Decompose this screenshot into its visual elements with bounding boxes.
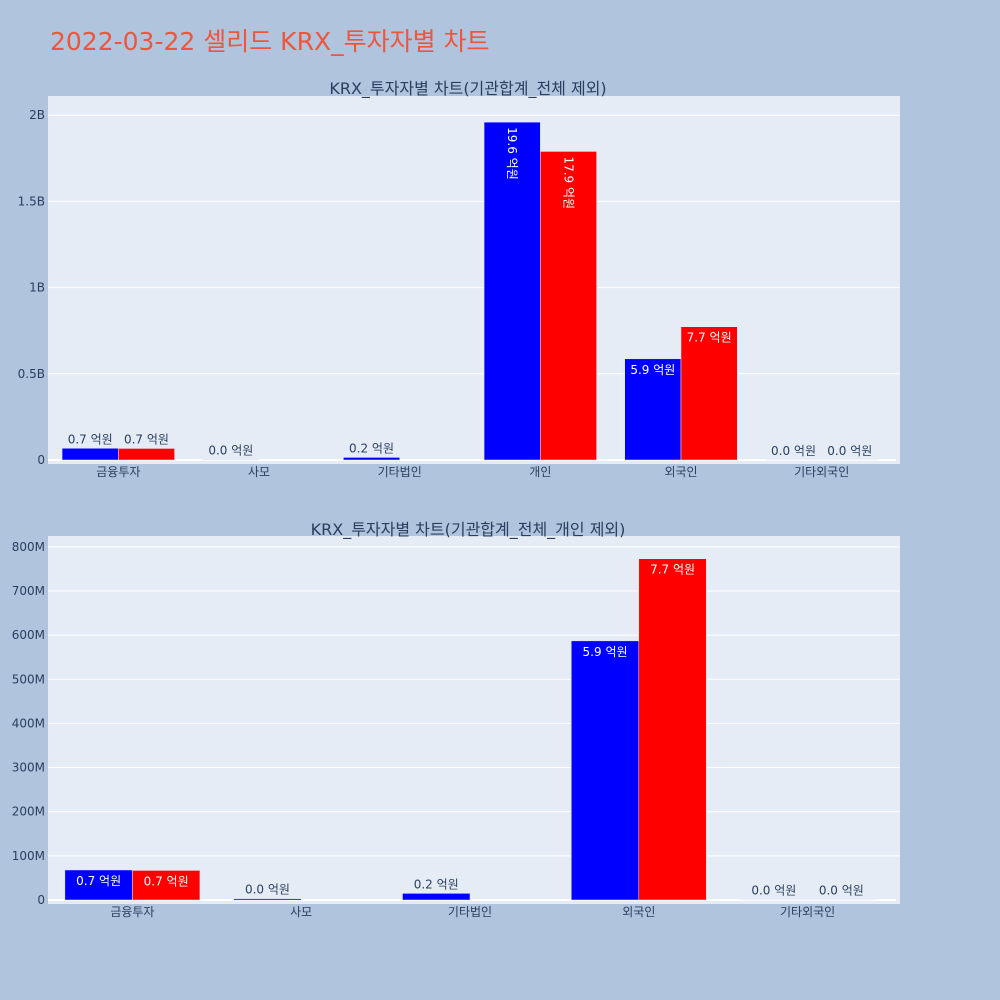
x-tick-label: 외국인 (664, 465, 697, 479)
chart-2: 0 100M 200M 300M 400M 500M 600M 700M 800M KRX_투자자… (12, 520, 900, 919)
data-label: 0.2 억원 (349, 441, 394, 455)
data-label: 19.6 억원 (505, 127, 519, 180)
data-label: 0.0 억원 (827, 444, 872, 458)
bar (483, 121, 541, 461)
y-tick-label: 500M (12, 672, 45, 686)
bar (202, 459, 260, 461)
x-tick-label: 기타외국인 (780, 905, 835, 919)
x-tick-label: 기타법인 (448, 905, 492, 919)
y-tick-label: 1B (29, 281, 45, 295)
data-label: 0.7 억원 (124, 432, 169, 446)
data-label: 0.7 억원 (68, 432, 113, 446)
x-tick-label: 사모 (290, 905, 312, 919)
data-label: 5.9 억원 (630, 363, 675, 377)
y-tick-label: 400M (12, 716, 45, 730)
data-label: 17.9 억원 (561, 156, 575, 209)
bar (233, 898, 302, 901)
y-tick-label: 300M (12, 761, 45, 775)
x-tick-label: 사모 (248, 465, 270, 479)
data-label: 5.9 억원 (583, 645, 628, 659)
y-tick-label: 700M (12, 584, 45, 598)
y-tick-label: 600M (12, 628, 45, 642)
data-label: 7.7 억원 (650, 563, 695, 577)
x-tick-label: 금융투자 (96, 465, 140, 479)
data-label: 0.2 억원 (414, 877, 459, 891)
data-label: 0.0 억원 (208, 443, 253, 457)
y-tick-label: 100M (12, 849, 45, 863)
y-tick-label: 2B (29, 108, 45, 122)
bar (402, 893, 471, 901)
bar (540, 151, 597, 461)
y-tick-label: 0 (37, 893, 45, 907)
bar (132, 870, 201, 901)
chart-title: KRX_투자자별 차트(기관합계_전체_개인 제외) (311, 520, 626, 540)
y-tick-label: 0.5B (18, 367, 45, 381)
data-label: 0.0 억원 (751, 884, 796, 898)
y-tick-label: 800M (12, 540, 45, 554)
bar (638, 558, 707, 901)
chart-1: 0 0.5B 1B 1.5B 2B KRX_투자자별 차트(기관합계_전체 제외) 금융투자… (18, 79, 900, 479)
x-tick-label: 기타법인 (378, 465, 422, 479)
x-tick-label: 외국인 (622, 905, 655, 919)
x-tick-label: 금융투자 (110, 905, 154, 919)
y-tick-label: 0 (37, 453, 45, 467)
x-tick-label: 기타외국인 (794, 465, 849, 479)
page-title: 2022-03-22 셀리드 KRX_투자자별 차트 (50, 27, 490, 56)
chart-title: KRX_투자자별 차트(기관합계_전체 제외) (329, 79, 606, 99)
data-label: 0.0 억원 (771, 444, 816, 458)
data-label: 0.7 억원 (144, 874, 189, 888)
bar (61, 448, 119, 461)
bar (571, 640, 640, 901)
y-tick-label: 1.5B (18, 194, 45, 208)
data-label: 7.7 억원 (687, 331, 732, 345)
bar (343, 457, 400, 461)
x-tick-label: 개인 (529, 465, 551, 479)
data-label: 0.0 억원 (819, 884, 864, 898)
bar (118, 448, 175, 461)
data-label: 0.0 억원 (245, 883, 290, 897)
bar (624, 358, 682, 461)
plot-area (48, 96, 900, 464)
y-tick-label: 200M (12, 805, 45, 819)
bar (680, 326, 738, 461)
data-label: 0.7 억원 (76, 874, 121, 888)
plot-area (48, 536, 900, 904)
